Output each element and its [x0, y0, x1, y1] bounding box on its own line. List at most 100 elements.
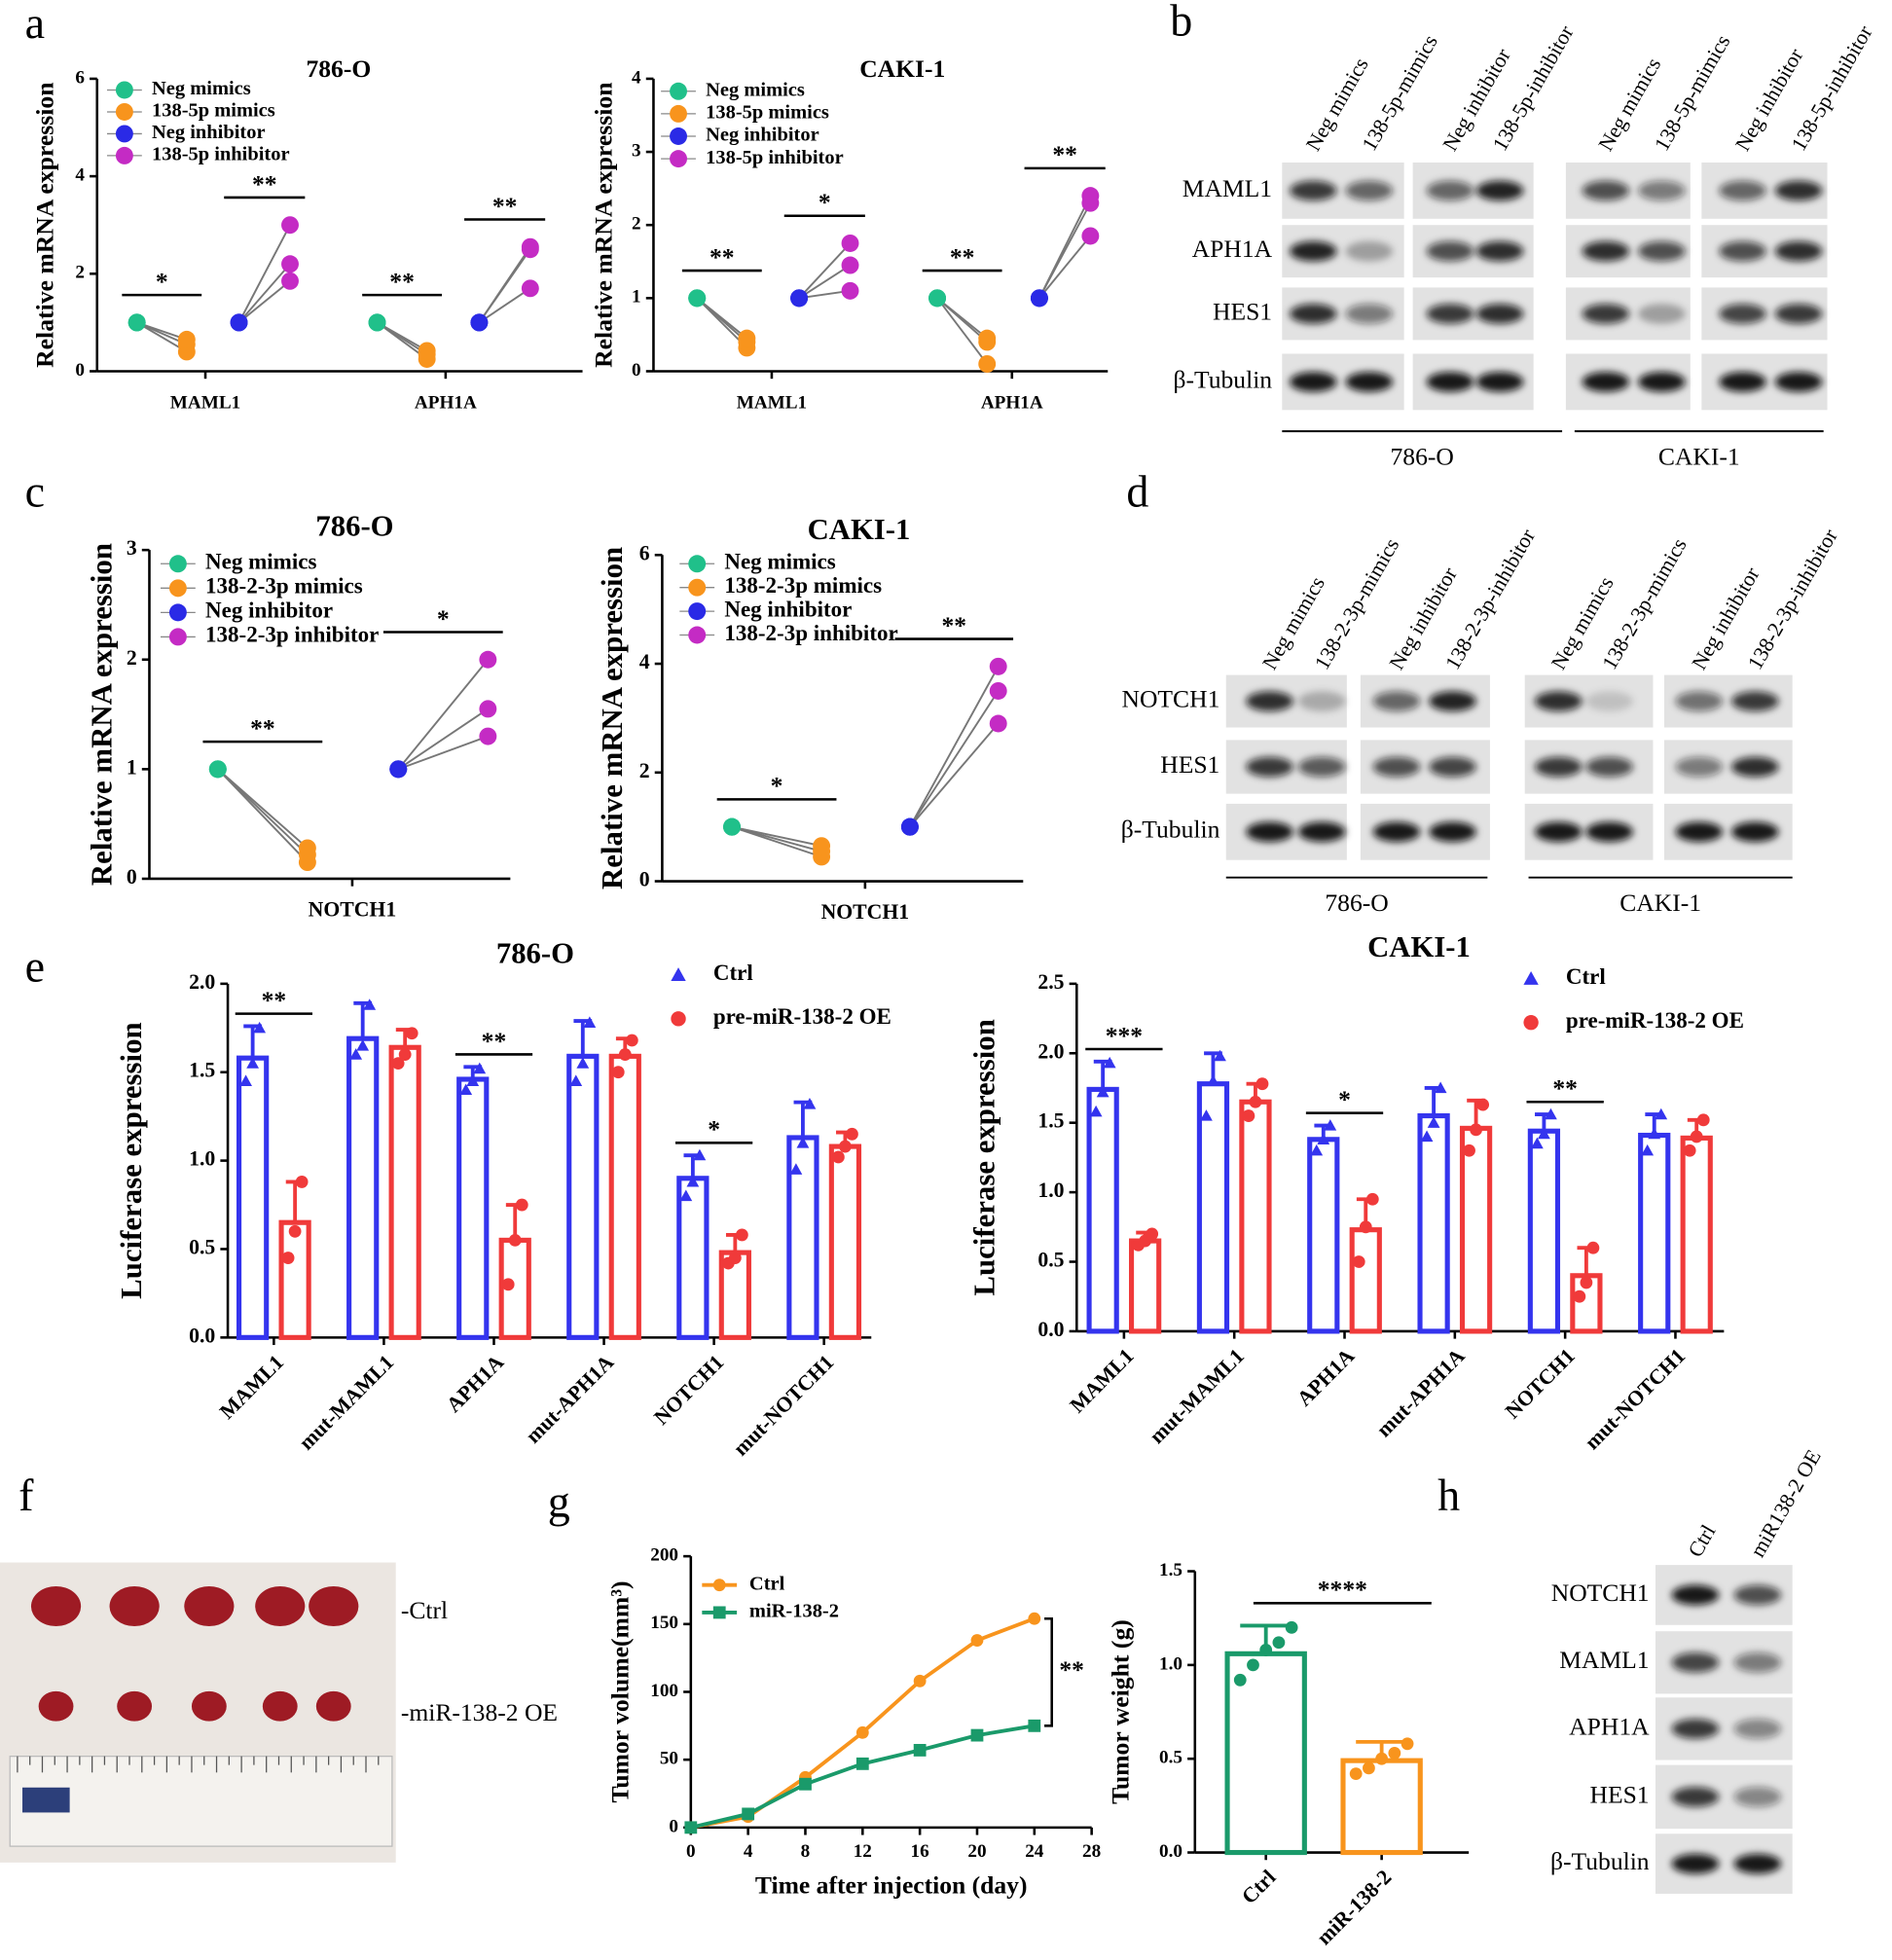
band	[1774, 240, 1823, 262]
data-point	[298, 839, 316, 857]
x-tick-label: mut-MAML1	[295, 1351, 399, 1455]
pair-line	[1038, 195, 1092, 299]
band	[1733, 1584, 1782, 1606]
band	[1246, 821, 1293, 843]
legend-label: Neg mimics	[205, 549, 316, 574]
data-point	[618, 1048, 632, 1061]
y-tick-label: 6	[75, 67, 85, 88]
data-point	[281, 1252, 295, 1264]
data-point	[1655, 1107, 1668, 1120]
y-tick-label: 1	[632, 287, 641, 308]
data-point	[281, 216, 299, 235]
data-point	[789, 1163, 803, 1175]
data-point	[1242, 1109, 1255, 1122]
legend-marker	[670, 127, 687, 145]
data-point	[1427, 1116, 1440, 1128]
tumor	[109, 1585, 160, 1627]
data-point	[841, 234, 859, 252]
tumor	[38, 1690, 74, 1722]
y-axis-label: Luciferase expression	[967, 1019, 1001, 1295]
data-point	[1207, 1074, 1219, 1086]
bar	[388, 1044, 421, 1340]
band	[1582, 180, 1630, 201]
band	[1426, 240, 1474, 262]
pair-line	[909, 722, 1000, 828]
band	[1372, 821, 1421, 843]
x-tick-label: MAML1	[1066, 1344, 1139, 1417]
y-tick-label: 2.0	[1037, 1039, 1064, 1063]
data-point	[473, 1062, 487, 1074]
data-point	[1200, 1109, 1213, 1121]
legend-marker	[671, 967, 686, 982]
y-axis-label: Relative mRNA expression	[590, 83, 618, 368]
data-point	[1317, 1133, 1330, 1144]
y-tick-label: 2	[639, 759, 650, 782]
data-point	[723, 817, 741, 836]
band	[1582, 304, 1630, 324]
data-point	[1696, 1113, 1710, 1127]
band	[1733, 1853, 1782, 1874]
data-point	[569, 1074, 583, 1086]
data-point	[508, 1233, 522, 1247]
data-point	[989, 681, 1007, 700]
data-point	[246, 1057, 260, 1069]
data-point	[230, 313, 248, 332]
lane-label: miR138-2 OE	[1746, 1446, 1826, 1562]
y-tick-label: 50	[660, 1749, 678, 1769]
bar	[1680, 1135, 1713, 1334]
band	[1246, 691, 1293, 711]
band	[1345, 372, 1394, 392]
data-point	[686, 1175, 700, 1187]
data-point	[479, 700, 497, 718]
y-tick-label: 0.5	[1159, 1748, 1182, 1768]
data-point	[1247, 1658, 1259, 1672]
band	[1671, 1652, 1720, 1673]
y-tick-label: 100	[650, 1681, 678, 1701]
band	[1733, 1719, 1782, 1739]
data-point	[790, 289, 809, 308]
band	[1671, 1584, 1720, 1606]
tumor	[191, 1690, 227, 1722]
x-tick-label: MAML1	[215, 1351, 288, 1424]
data-point	[459, 1083, 473, 1096]
data-point	[177, 330, 196, 348]
y-tick-label: 1.0	[1037, 1179, 1064, 1202]
data-point	[1463, 1143, 1475, 1157]
bar	[1459, 1125, 1493, 1334]
lane-label: 138-2-3p-mimics	[1598, 534, 1692, 673]
y-tick-label: 2	[632, 214, 641, 235]
data-point	[515, 1198, 528, 1212]
legend-marker	[115, 146, 133, 164]
row-label: HES1	[1213, 297, 1272, 325]
legend-label: Neg inhibitor	[152, 122, 265, 143]
band	[1585, 756, 1633, 778]
bar	[1527, 1128, 1561, 1334]
band	[1582, 372, 1630, 392]
band	[1372, 756, 1421, 778]
significance-label: *	[156, 267, 168, 295]
data-point	[1641, 1143, 1655, 1156]
y-tick-label: 3	[127, 536, 137, 560]
photo-label: -Ctrl	[401, 1596, 448, 1624]
data-point	[470, 313, 489, 332]
data-point	[576, 1057, 590, 1069]
band	[1719, 240, 1766, 262]
tumor	[30, 1585, 82, 1627]
significance-label: *	[437, 604, 450, 633]
bar	[676, 1176, 710, 1340]
y-tick-label: 1.0	[189, 1147, 215, 1171]
pair-line	[696, 297, 747, 340]
y-tick-label: 4	[632, 67, 641, 88]
x-tick-label: 4	[744, 1841, 753, 1862]
legend-marker	[115, 125, 133, 143]
data-point	[1538, 1127, 1550, 1140]
y-tick-label: 200	[650, 1545, 678, 1566]
pair-line	[377, 321, 428, 352]
significance-label: **	[262, 986, 287, 1014]
x-tick-label: 8	[801, 1841, 811, 1862]
band	[1289, 372, 1337, 392]
y-tick-label: 0.5	[1037, 1248, 1064, 1271]
y-axis-label: Tumor weight (g)	[1107, 1619, 1135, 1804]
band	[1731, 691, 1779, 711]
data-point	[479, 727, 497, 745]
